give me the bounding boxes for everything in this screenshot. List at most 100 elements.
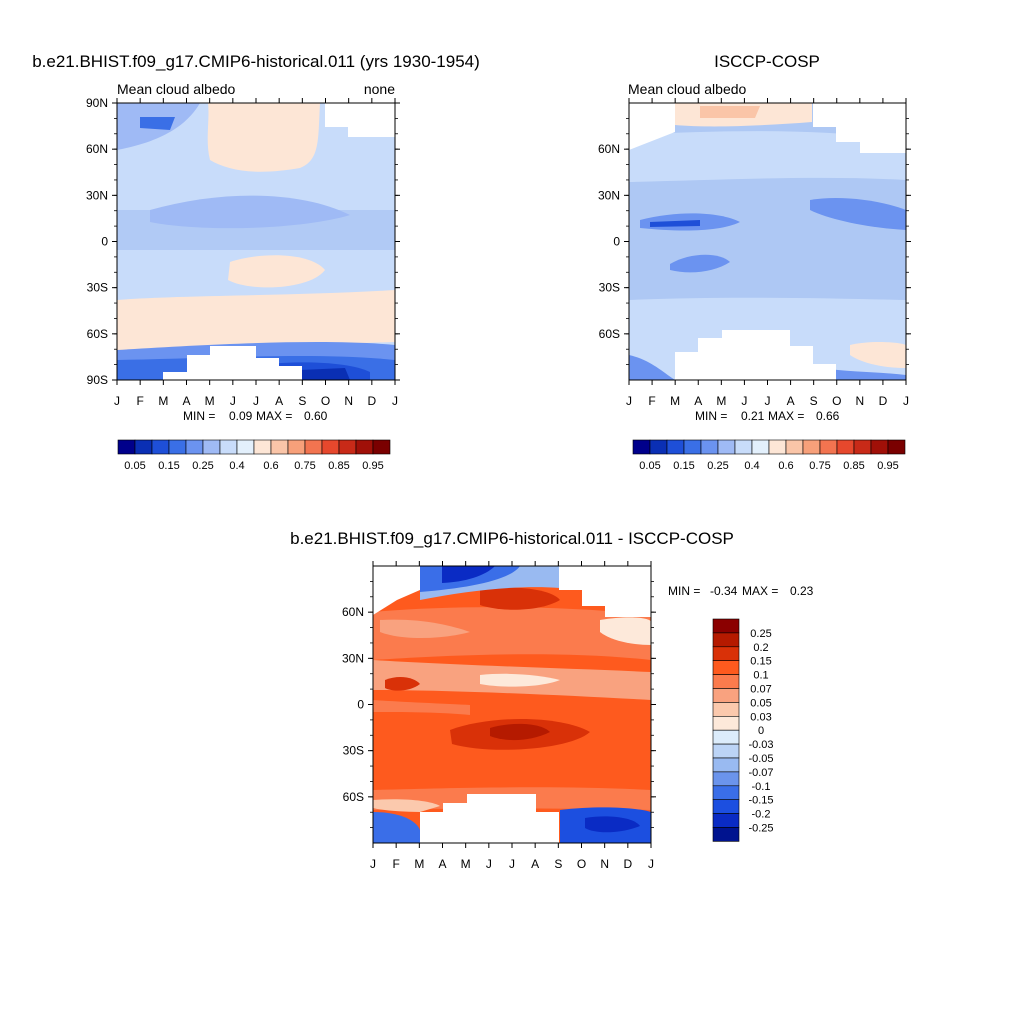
panel-obs-title: ISCCP-COSP [714,52,820,71]
colorbar-label: 0.15 [158,460,179,472]
x-tick-label: A [787,394,795,408]
x-tick-label: M [670,394,680,408]
colorbar-swatch [666,439,685,455]
y-tick-label: 30S [599,281,620,295]
x-tick-label: J [741,394,747,408]
x-tick-label: A [182,394,190,408]
x-tick-label: A [275,394,283,408]
colorbar-swatch [870,439,889,455]
y-tick-label: 60N [86,142,108,156]
contour-arctic-hot [480,587,560,610]
colorbar-swatch [270,439,289,455]
contour-mid-pale [480,673,560,687]
colorbar-swatch [785,439,804,455]
colorbar-swatch [321,439,340,455]
contour-nh-lighter [380,619,470,638]
panel-diff-title: b.e21.BHIST.f09_g17.CMIP6-historical.011… [290,529,734,548]
colorbar-label: 0.4 [229,460,244,472]
colorbar-label: -0.25 [748,823,773,835]
panel-diff-colorbar: 0.25 0.2 0.15 0.1 0.070.05 0.03 0 -0.03 -0.05 -0.… [712,618,774,842]
y-tick-label: 0 [613,235,620,249]
colorbar-swatch [355,439,374,455]
x-tick-label: M [461,857,471,871]
contour-right-blob [810,198,906,230]
colorbar-label: 0.95 [877,460,898,472]
colorbar-swatch [751,439,770,455]
colorbar-label: -0.15 [748,795,773,807]
panel-model: b.e21.BHIST.f09_g17.CMIP6-historical.011… [32,52,480,472]
colorbar-swatch [768,439,787,455]
colorbar-label: -0.03 [748,739,773,751]
x-tick-label: J [903,394,909,408]
x-tick-label: S [810,394,818,408]
x-tick-label: J [648,857,654,871]
x-tick-label: S [298,394,306,408]
panel-obs-min-label: MIN = [695,409,727,423]
colorbar-swatch [712,646,740,661]
panel-model-left-label: Mean cloud albedo [117,81,236,97]
missing-data-north-left [629,103,675,150]
colorbar-label: 0.25 [750,628,771,640]
colorbar-swatch [287,439,306,455]
contour-blob-equator [228,255,325,288]
colorbar-swatch [887,439,906,455]
panel-diff: b.e21.BHIST.f09_g17.CMIP6-historical.011… [290,529,814,871]
x-tick-label: J [486,857,492,871]
contour-arctic-warm-core [700,106,760,118]
x-tick-label: M [205,394,215,408]
colorbar-swatch [712,743,740,759]
missing-data-north-left [373,566,420,615]
x-tick-label: M [716,394,726,408]
panel-model-min-value: 0.09 [229,409,253,423]
colorbar-swatch [253,439,272,455]
colorbar-label: 0.05 [639,460,660,472]
colorbar-swatch [168,439,187,455]
y-tick-label: 60N [342,605,364,619]
panel-diff-min-value: -0.34 [710,584,738,598]
x-tick-label: A [531,857,539,871]
colorbar-label: -0.05 [748,753,773,765]
colorbar-label: 0.6 [263,460,278,472]
contour-antarctic-left [373,812,420,843]
x-tick-label: J [509,857,515,871]
colorbar-label: 0.1 [753,670,768,682]
colorbar-swatch [819,439,838,455]
x-tick-label: F [648,394,655,408]
x-tick-label: F [136,394,143,408]
x-tick-label: J [253,394,259,408]
x-tick-label: N [344,394,353,408]
colorbar-swatch [632,439,651,455]
y-tick-label: 60N [598,142,620,156]
missing-data-south [420,794,559,843]
y-tick-label: 60S [87,327,108,341]
x-tick-label: J [626,394,632,408]
panel-obs-colorbar: 0.05 0.15 0.25 0.4 0.6 0.75 0.85 0.95 [632,439,906,472]
panel-diff-minmax: MIN = -0.34 MAX = 0.23 [668,584,814,598]
colorbar-swatch [683,439,702,455]
x-tick-label: J [370,857,376,871]
colorbar-swatch [219,439,238,455]
y-tick-label: 60S [343,790,364,804]
contour-blob-north [150,195,350,229]
contour-nh-light [373,607,651,660]
colorbar-swatch [712,688,740,703]
x-tick-label: A [694,394,702,408]
x-tick-label: J [230,394,236,408]
y-tick-label: 30N [598,188,620,202]
x-tick-label: J [392,394,398,408]
x-tick-label: M [414,857,424,871]
contour-south-warm [850,341,906,368]
y-tick-label: 60S [599,327,620,341]
panel-diff-max-value: 0.23 [790,584,814,598]
contour-ne-pale [600,617,651,645]
panel-model-max-value: 0.60 [304,409,328,423]
colorbar-swatch [117,439,136,455]
colorbar-swatch [802,439,821,455]
x-tick-label: D [879,394,888,408]
